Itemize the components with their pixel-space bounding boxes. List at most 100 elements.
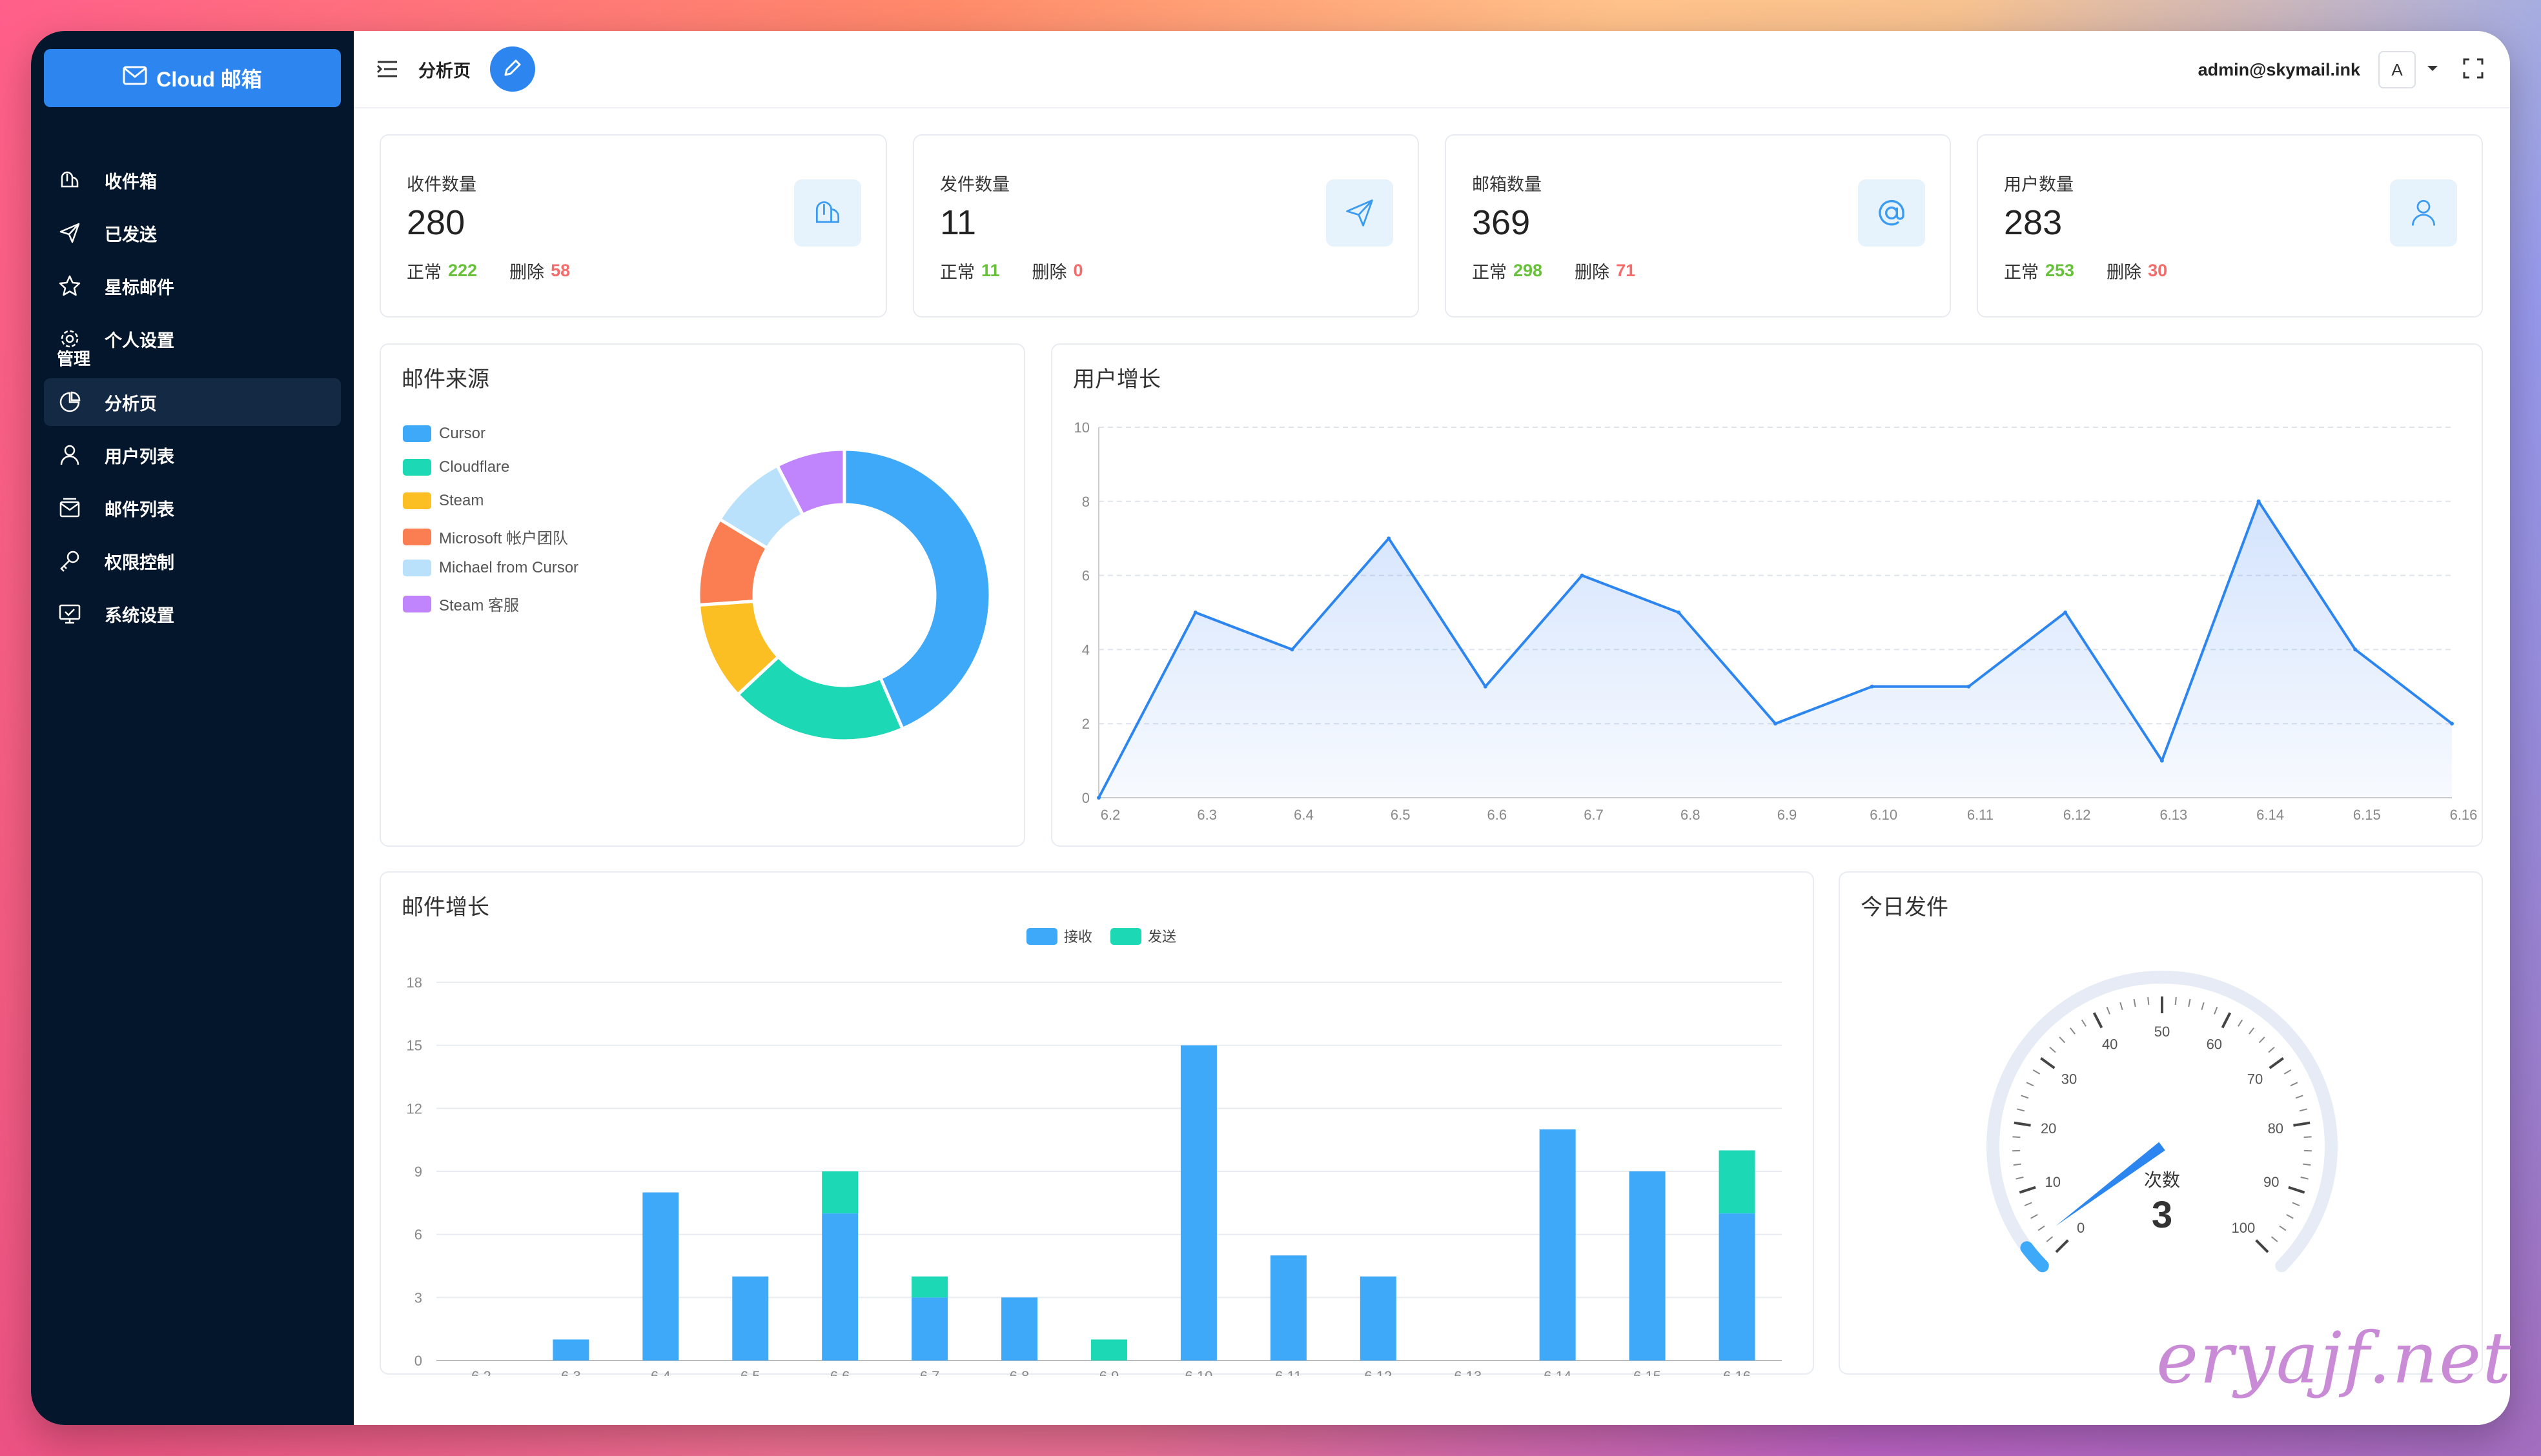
data-point: [1193, 611, 1198, 614]
bar-segment: [822, 1171, 859, 1214]
x-tick-label: 6.9: [1777, 807, 1797, 823]
gauge-tick-label: 40: [2102, 1036, 2118, 1052]
data-point: [2063, 611, 2068, 614]
user-icon: [57, 442, 83, 468]
sidebar-item-sent[interactable]: 已发送: [44, 209, 341, 257]
gauge-track: [1986, 971, 2338, 1273]
donut-slice: [735, 654, 905, 743]
sidebar-item-personal-settings[interactable]: 个人设置: [44, 315, 341, 363]
stat-deleted-count: 0: [1073, 261, 1083, 280]
gauge-minor-tick: [2201, 1002, 2205, 1011]
gauge-minor-tick: [2021, 1095, 2029, 1099]
legend-label: Michael from Cursor: [439, 559, 579, 576]
edit-button[interactable]: [490, 46, 535, 92]
gauge-major-tick: [2288, 1186, 2305, 1194]
y-tick-label: 18: [407, 975, 422, 991]
stat-title: 邮箱数量: [1472, 175, 1542, 194]
sidebar-item-analytics[interactable]: 分析页: [44, 378, 341, 426]
legend-swatch: [403, 528, 431, 545]
legend-swatch: [403, 595, 431, 612]
gauge-minor-tick: [2070, 1027, 2076, 1035]
sidebar-item-mail-list[interactable]: 邮件列表: [44, 484, 341, 532]
legend-label: Cloudflare: [439, 458, 510, 476]
gauge-minor-tick: [2286, 1214, 2294, 1219]
gauge-minor-tick: [2024, 1202, 2032, 1207]
data-point: [1677, 611, 1681, 614]
legend-item[interactable]: Steam 客服: [403, 592, 519, 615]
watermark: eryajf.net: [2156, 1317, 2513, 1399]
main-content: 分析页 admin@skymail.ink A 收件数量 280 正常 222 …: [354, 31, 2510, 1425]
sidebar-item-permissions[interactable]: 权限控制: [44, 537, 341, 585]
gauge-minor-tick: [2015, 1177, 2024, 1180]
sidebar-item-starred[interactable]: 星标邮件: [44, 262, 341, 310]
donut-chart: [697, 447, 992, 743]
gauge-major-tick: [2293, 1121, 2311, 1127]
y-tick-label: 9: [414, 1164, 422, 1180]
stat-deleted-label: 删除: [1575, 263, 1610, 282]
gauge-minor-tick: [2292, 1202, 2300, 1207]
sidebar-item-label: 邮件列表: [105, 500, 174, 520]
app-logo-button[interactable]: Cloud 邮箱: [44, 49, 341, 107]
star-icon: [57, 273, 83, 299]
legend-item[interactable]: Steam: [403, 492, 484, 510]
legend-item[interactable]: Cursor: [403, 425, 485, 443]
y-tick-label: 10: [1074, 420, 1090, 436]
stat-value: 283: [2004, 203, 2063, 242]
stat-value: 369: [1472, 203, 1531, 242]
legend-item[interactable]: Michael from Cursor: [403, 559, 578, 577]
monitor-settings-icon: [57, 601, 83, 627]
gauge-tick-label: 100: [2232, 1220, 2256, 1236]
stat-title: 收件数量: [407, 175, 476, 194]
legend-label: Microsoft 帐户团队: [439, 530, 569, 547]
panel-title: 今日发件: [1861, 895, 1948, 920]
x-tick-label: 6.5: [740, 1368, 760, 1376]
data-point: [1290, 647, 1294, 652]
gauge-minor-tick: [2046, 1236, 2054, 1242]
bar-segment: [1360, 1276, 1396, 1360]
menu-toggle-icon[interactable]: [374, 56, 400, 82]
x-tick-label: 6.8: [1010, 1368, 1030, 1376]
stat-normal-count: 253: [2045, 261, 2075, 280]
x-tick-label: 6.12: [1364, 1368, 1392, 1376]
breadcrumb: 分析页: [418, 61, 471, 81]
donut-slice: [775, 447, 846, 518]
x-tick-label: 6.11: [1967, 807, 1994, 823]
gauge-minor-tick: [2188, 998, 2191, 1007]
mailbox-icon: [57, 167, 83, 193]
gauge-tick-label: 0: [2077, 1220, 2085, 1236]
data-point: [1773, 722, 1777, 726]
stat-card-sent: 发件数量 11 正常 11 删除 0: [913, 134, 1419, 318]
y-tick-label: 6: [1082, 568, 1090, 584]
x-tick-label: 6.5: [1391, 807, 1411, 823]
bar-segment: [1001, 1297, 1038, 1360]
caret-down-icon[interactable]: [2426, 64, 2439, 76]
gauge-tick-label: 30: [2061, 1071, 2077, 1087]
stat-card-received: 收件数量 280 正常 222 删除 58: [380, 134, 887, 318]
legend-label: Steam: [439, 492, 484, 509]
avatar[interactable]: A: [2378, 51, 2416, 88]
sidebar-item-label: 星标邮件: [105, 278, 174, 298]
legend-label: 发送: [1148, 929, 1176, 945]
sidebar-item-label: 收件箱: [105, 172, 157, 192]
legend-label: 接收: [1064, 929, 1092, 945]
sidebar-item-system-settings[interactable]: 系统设置: [44, 590, 341, 638]
sidebar-item-inbox[interactable]: 收件箱: [44, 156, 341, 204]
user-icon: [2390, 179, 2457, 247]
gauge-minor-tick: [2013, 1163, 2021, 1166]
user-email: admin@skymail.ink: [2198, 59, 2360, 79]
gauge-minor-tick: [2258, 1036, 2265, 1044]
stat-card-users: 用户数量 283 正常 253 删除 30: [1977, 134, 2483, 318]
sidebar-item-user-list[interactable]: 用户列表: [44, 431, 341, 479]
gauge-minor-tick: [2271, 1236, 2278, 1242]
fullscreen-icon[interactable]: [2462, 57, 2484, 83]
donut-slice: [842, 447, 992, 731]
gauge-tick-label: 20: [2041, 1120, 2056, 1137]
bar-segment: [912, 1297, 948, 1360]
legend-item[interactable]: Microsoft 帐户团队: [403, 525, 568, 548]
gauge-minor-tick: [2119, 1002, 2123, 1011]
stat-card-mailboxes: 邮箱数量 369 正常 298 删除 71: [1445, 134, 1951, 318]
legend-item[interactable]: Cloudflare: [403, 458, 509, 476]
bar-segment: [1629, 1171, 1666, 1360]
bar-segment: [1719, 1213, 1755, 1360]
legend-swatch: [1026, 928, 1057, 945]
